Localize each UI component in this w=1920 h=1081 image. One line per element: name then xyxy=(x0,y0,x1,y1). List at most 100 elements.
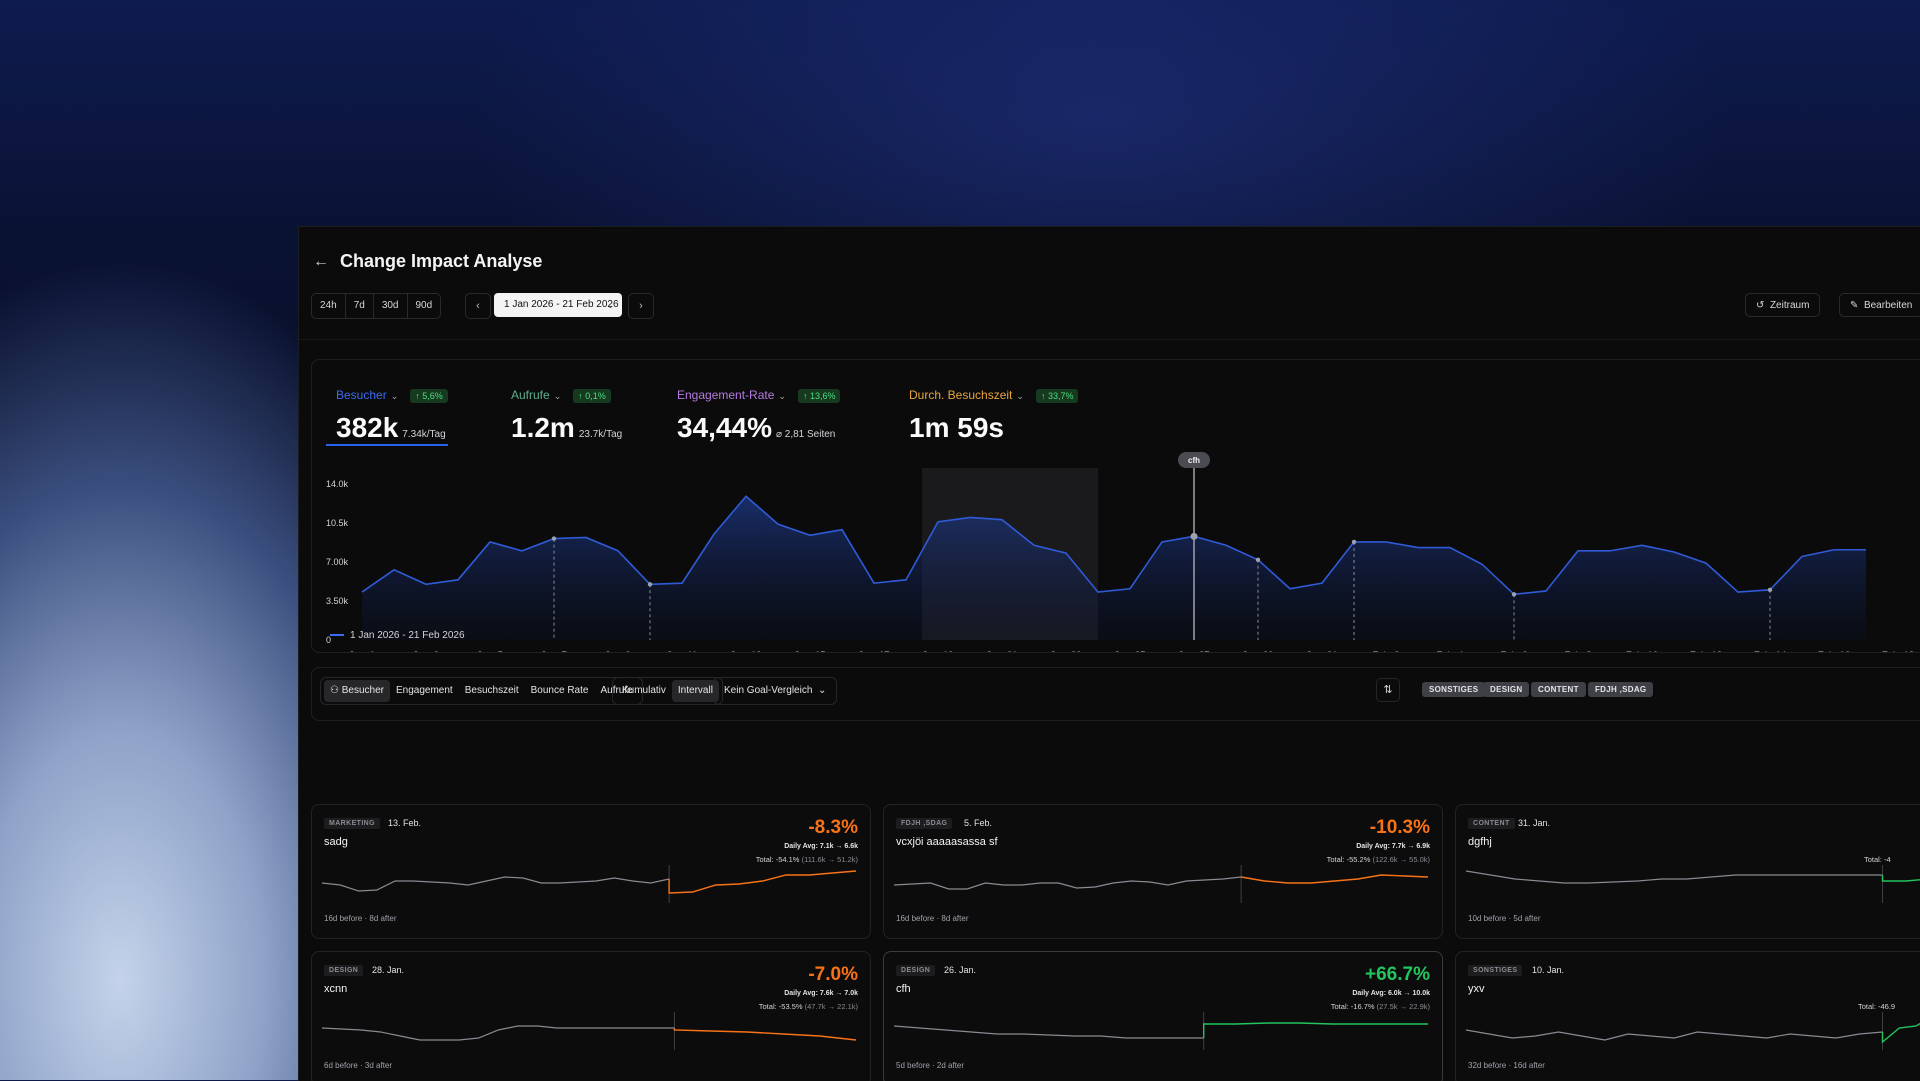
mode-tab-kumulativ[interactable]: Kumulativ xyxy=(616,680,672,702)
category-chip-design[interactable]: DESIGN xyxy=(1483,682,1529,697)
category-chip-fdjh-sdag[interactable]: FDJH ,SDAG xyxy=(1588,682,1653,697)
x-tick-label: Jan. 11 xyxy=(667,650,697,652)
change-date: 10. Jan. xyxy=(1532,965,1564,975)
change-sparkline xyxy=(322,1010,860,1054)
x-tick-label: Jan. 1 xyxy=(349,650,375,652)
change-sparkline xyxy=(894,1010,1432,1054)
change-date: 26. Jan. xyxy=(944,965,976,975)
category-chip-sonstiges[interactable]: SONSTIGES xyxy=(1422,682,1485,697)
change-date: 31. Jan. xyxy=(1518,818,1550,828)
after-line xyxy=(669,871,856,893)
change-tag: DESIGN xyxy=(324,965,363,976)
next-range-button[interactable]: › xyxy=(628,293,654,319)
change-card[interactable]: MARKETING 13. Feb. sadg -8.3% Daily Avg:… xyxy=(311,804,871,939)
filter-tab-besuchszeit[interactable]: Besuchszeit xyxy=(459,680,525,702)
range-90d-button[interactable]: 90d xyxy=(408,294,441,318)
series-area xyxy=(362,496,1866,640)
x-tick-label: Jan. 5 xyxy=(477,650,503,652)
category-chip-content[interactable]: CONTENT xyxy=(1531,682,1586,697)
change-date: 5. Feb. xyxy=(964,818,992,828)
date-range-value: 1 Jan 2026 - 21 Feb 2026 xyxy=(504,299,619,310)
change-percent: -10.3% xyxy=(1370,817,1430,839)
x-tick-label: Feb. 12 xyxy=(1690,650,1722,652)
change-card[interactable]: CONTENT 31. Jan. dgfhj Total: -4 10d bef… xyxy=(1455,804,1920,939)
change-name: yxv xyxy=(1468,983,1485,995)
x-tick-label: Feb. 4 xyxy=(1437,650,1464,652)
chevron-down-icon: ⌄ xyxy=(818,685,826,696)
change-daily-avg: Daily Avg: 7.6k → 7.0k xyxy=(784,990,858,997)
date-range-select[interactable]: 1 Jan 2026 - 21 Feb 2026 ⌄ xyxy=(494,293,622,317)
change-percent: -7.0% xyxy=(808,964,858,986)
change-daily-avg: Daily Avg: 7.1k → 6.6k xyxy=(784,843,858,850)
x-tick-label: Jan. 7 xyxy=(541,650,567,652)
before-line xyxy=(322,877,669,891)
change-card[interactable]: DESIGN 26. Jan. cfh +66.7% Daily Avg: 6.… xyxy=(883,951,1443,1081)
mode-tab-intervall[interactable]: Intervall xyxy=(672,680,719,702)
filter-tab-engagement[interactable]: Engagement xyxy=(390,680,459,702)
y-tick-label: 3.50k xyxy=(326,596,349,606)
back-arrow-icon[interactable]: ← xyxy=(313,253,329,271)
change-card[interactable]: DESIGN 28. Jan. xcnn -7.0% Daily Avg: 7.… xyxy=(311,951,871,1081)
chevron-down-icon: ⌄ xyxy=(606,293,614,317)
x-tick-label: Feb. 14 xyxy=(1754,650,1786,652)
change-period: 5d before · 2d after xyxy=(896,1061,964,1070)
y-tick-label: 10.5k xyxy=(326,518,349,528)
range-30d-button[interactable]: 30d xyxy=(374,294,408,318)
after-line xyxy=(674,1028,856,1040)
change-sparkline xyxy=(894,863,1432,907)
sort-icon[interactable]: ⇅ xyxy=(1376,678,1400,702)
change-tag: DESIGN xyxy=(896,965,935,976)
change-marker-dot xyxy=(648,582,652,586)
after-line xyxy=(1883,871,1920,881)
reset-icon: ↺ xyxy=(1756,300,1764,311)
filter-tab-bounce-rate[interactable]: Bounce Rate xyxy=(525,680,595,702)
x-tick-label: Jan. 23 xyxy=(1050,650,1081,652)
x-tick-label: Jan. 27 xyxy=(1178,650,1209,652)
impact-toolbar: ⚇ Besucher Engagement Besuchszeit Bounce… xyxy=(311,667,1920,721)
y-tick-label: 7.00k xyxy=(326,557,349,567)
change-tag: FDJH ,SDAG xyxy=(896,818,952,829)
page-title: Change Impact Analyse xyxy=(340,251,542,272)
before-line xyxy=(894,1026,1204,1038)
change-name: xcnn xyxy=(324,983,347,995)
x-tick-label: Jan. 25 xyxy=(1114,650,1145,652)
change-period: 16d before · 8d after xyxy=(324,914,397,923)
x-tick-label: Feb. 10 xyxy=(1626,650,1658,652)
change-name: sadg xyxy=(324,836,348,848)
annotation-label: cfh xyxy=(1188,456,1200,465)
active-marker-dot xyxy=(1191,533,1198,540)
filter-tab-besucher[interactable]: ⚇ Besucher xyxy=(324,680,390,702)
x-tick-label: Feb. 18 xyxy=(1882,650,1914,652)
zeitraum-label: Zeitraum xyxy=(1770,300,1809,311)
change-sparkline xyxy=(322,863,860,907)
x-tick-label: Feb. 6 xyxy=(1501,650,1528,652)
chart-legend: 1 Jan 2026 - 21 Feb 2026 xyxy=(330,630,465,641)
mode-tabs: Kumulativ Intervall xyxy=(612,677,723,705)
change-marker-dot xyxy=(1768,588,1772,592)
goal-compare-select[interactable]: Kein Goal-Vergleich ⌄ xyxy=(713,677,837,705)
bearbeiten-button[interactable]: ✎ Bearbeiten xyxy=(1839,293,1920,317)
metric-filter-tabs: ⚇ Besucher Engagement Besuchszeit Bounce… xyxy=(320,677,643,705)
zeitraum-button[interactable]: ↺ Zeitraum xyxy=(1745,293,1820,317)
goal-select-value: Kein Goal-Vergleich xyxy=(724,685,812,696)
change-tag: MARKETING xyxy=(324,818,380,829)
change-daily-avg: Daily Avg: 7.7k → 6.9k xyxy=(1356,843,1430,850)
change-card[interactable]: FDJH ,SDAG 5. Feb. vcxjöi aaaaasassa sf … xyxy=(883,804,1443,939)
x-tick-label: Jan. 31 xyxy=(1306,650,1337,652)
filter-tab-label: Besucher xyxy=(342,685,384,696)
x-tick-label: Jan. 21 xyxy=(986,650,1017,652)
change-tag: SONSTIGES xyxy=(1468,965,1522,976)
header-divider xyxy=(299,339,1920,340)
change-period: 32d before · 16d after xyxy=(1468,1061,1545,1070)
change-card[interactable]: SONSTIGES 10. Jan. yxv Total: -46.9 32d … xyxy=(1455,951,1920,1081)
change-marker-dot xyxy=(552,536,556,540)
x-tick-label: Jan. 15 xyxy=(794,650,825,652)
prev-range-button[interactable]: ‹ xyxy=(465,293,491,319)
change-name: dgfhj xyxy=(1468,836,1492,848)
range-24h-button[interactable]: 24h xyxy=(312,294,346,318)
change-sparkline xyxy=(1466,1010,1920,1054)
before-line xyxy=(1466,871,1883,883)
change-percent: -8.3% xyxy=(808,817,858,839)
range-7d-button[interactable]: 7d xyxy=(346,294,374,318)
